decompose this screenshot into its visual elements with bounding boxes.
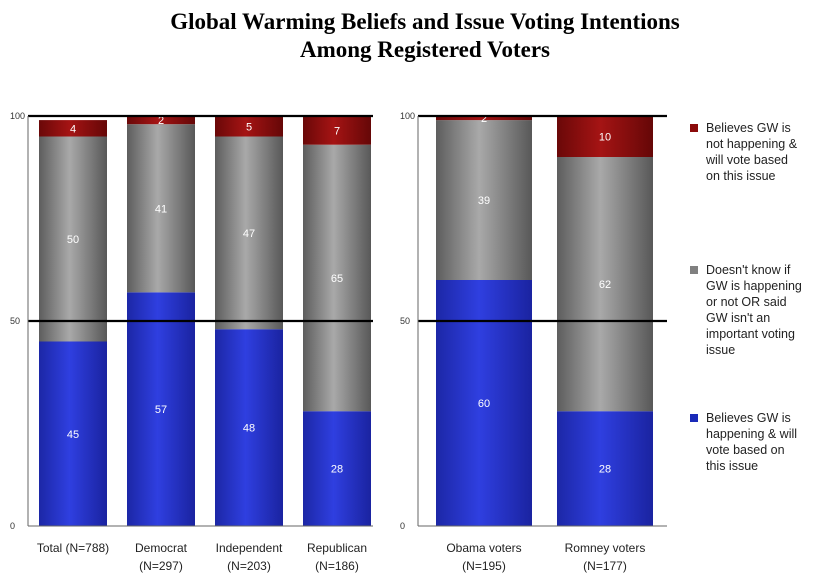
- y-tick-label: 0: [400, 521, 405, 531]
- data-label: 5: [246, 121, 252, 133]
- bar-segment-dontknow: [215, 136, 283, 330]
- bar-segment-happening: [215, 329, 283, 526]
- data-label: 57: [155, 404, 167, 416]
- category-sublabel: (N=186): [315, 559, 359, 573]
- data-label: 39: [478, 195, 490, 207]
- legend-item-nothappening: Believes GW is not happening & will vote b…: [690, 120, 818, 184]
- legend-swatch: [690, 124, 698, 132]
- bar-segment-nothappening: [127, 116, 195, 125]
- legend-label: Believes GW is happening & will vote based…: [706, 411, 798, 473]
- category-label: Total (N=788): [37, 541, 109, 555]
- bar-segment-nothappening: [215, 116, 283, 137]
- legend-swatch: [690, 414, 698, 422]
- bar-segment-dontknow: [303, 144, 371, 412]
- legend-label: Doesn't know if GW is happening or not OR …: [706, 263, 802, 357]
- category-label: Democrat: [135, 541, 188, 555]
- data-label: 62: [599, 279, 611, 291]
- data-label: 60: [478, 398, 490, 410]
- data-label: 4: [70, 123, 76, 135]
- bar-segment-nothappening: [557, 116, 653, 157]
- data-label: 41: [155, 203, 167, 215]
- y-tick-label: 0: [10, 521, 15, 531]
- chart-title-line1: Global Warming Beliefs and Issue Voting …: [170, 9, 680, 34]
- legend-item-dontknow: Doesn't know if GW is happening or not OR …: [690, 262, 818, 358]
- category-label: Independent: [216, 541, 283, 555]
- y-tick-label: 50: [400, 316, 410, 326]
- category-label: Obama voters: [446, 541, 521, 555]
- data-label: 45: [67, 429, 79, 441]
- bar-segment-nothappening: [303, 116, 371, 145]
- category-sublabel: (N=195): [462, 559, 506, 573]
- bar-segment-nothappening: [39, 120, 107, 137]
- legend-swatch: [690, 266, 698, 274]
- bar-segment-happening: [557, 411, 653, 526]
- category-sublabel: (N=297): [139, 559, 183, 573]
- data-label: 2: [158, 115, 164, 127]
- bar-segment-dontknow: [39, 136, 107, 342]
- y-tick-label: 50: [10, 316, 20, 326]
- legend-item-happening: Believes GW is happening & will vote based…: [690, 410, 818, 474]
- data-label: 65: [331, 273, 343, 285]
- data-label: 10: [599, 132, 611, 144]
- bar-segment-nothappening: [436, 116, 532, 121]
- legend: Believes GW is not happening & will vote b…: [690, 0, 818, 587]
- category-label: Romney voters: [565, 541, 646, 555]
- bar-segment-dontknow: [127, 124, 195, 293]
- bar-segment-happening: [39, 341, 107, 526]
- category-label: Republican: [307, 541, 367, 555]
- bar-segment-dontknow: [436, 120, 532, 280]
- data-label: 2: [481, 113, 487, 125]
- chart-title: Global Warming Beliefs and Issue Voting …: [0, 8, 820, 64]
- data-label: 47: [243, 228, 255, 240]
- chart-title-line2: Among Registered Voters: [300, 37, 550, 62]
- data-label: 48: [243, 423, 255, 435]
- y-tick-label: 100: [10, 111, 25, 121]
- y-tick-label: 100: [400, 111, 415, 121]
- category-sublabel: (N=177): [583, 559, 627, 573]
- data-label: 28: [599, 464, 611, 476]
- legend-label: Believes GW is not happening & will vote b…: [706, 121, 798, 183]
- bar-segment-dontknow: [557, 157, 653, 412]
- data-label: 50: [67, 234, 79, 246]
- data-label: 28: [331, 464, 343, 476]
- bar-segment-happening: [127, 292, 195, 526]
- bar-segment-happening: [303, 411, 371, 526]
- data-label: 7: [334, 125, 340, 137]
- category-sublabel: (N=203): [227, 559, 271, 573]
